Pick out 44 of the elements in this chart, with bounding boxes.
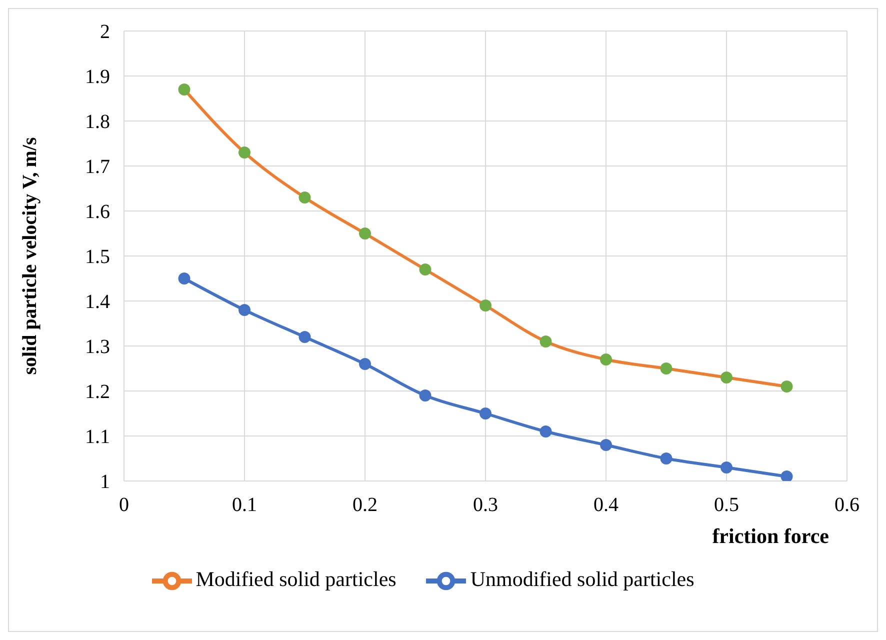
point — [298, 192, 311, 204]
y-tick-label: 1.4 — [85, 291, 110, 314]
y-tick-label: 1.3 — [85, 336, 110, 358]
point — [419, 264, 432, 276]
point — [540, 426, 552, 438]
point — [780, 470, 793, 481]
x-tick-label: 0.2 — [352, 494, 378, 516]
point — [359, 228, 371, 240]
point — [419, 390, 432, 402]
point — [780, 380, 793, 392]
point — [480, 300, 492, 312]
y-tick-label: 1.9 — [85, 66, 110, 88]
point — [600, 439, 612, 451]
x-tick-label: 0.3 — [473, 494, 498, 516]
legend-label: Modified solid particles — [196, 566, 396, 591]
point — [359, 358, 371, 370]
legend-label: Unmodified solid particles — [470, 566, 694, 591]
point — [660, 362, 672, 374]
y-tick-label: 1.6 — [85, 201, 110, 224]
x-axis-title: friction force — [712, 524, 829, 548]
x-tick-label: 0.4 — [594, 494, 618, 516]
point — [238, 304, 250, 316]
x-tick-label: 0.5 — [714, 494, 739, 516]
point — [480, 408, 492, 420]
point — [600, 354, 612, 366]
y-tick-label: 1 — [100, 471, 110, 494]
y-tick-label: 1.7 — [85, 156, 110, 178]
y-tick-label: 1.8 — [85, 111, 110, 134]
point — [660, 452, 672, 464]
point — [298, 331, 311, 343]
point — [178, 84, 190, 96]
y-tick-label: 1.5 — [85, 246, 110, 268]
y-axis-title: solid particle velocity V, m/s — [19, 136, 42, 375]
point — [540, 336, 552, 348]
point — [720, 462, 732, 474]
point — [238, 146, 250, 158]
x-tick-label: 0.6 — [834, 494, 860, 516]
x-tick-label: 0.1 — [232, 494, 257, 516]
y-tick-label: 1.1 — [85, 426, 110, 448]
point — [720, 372, 732, 384]
point — [178, 272, 190, 284]
y-tick-label: 2 — [100, 21, 110, 44]
x-tick-label: 0 — [119, 494, 129, 516]
y-tick-label: 1.2 — [85, 381, 110, 404]
